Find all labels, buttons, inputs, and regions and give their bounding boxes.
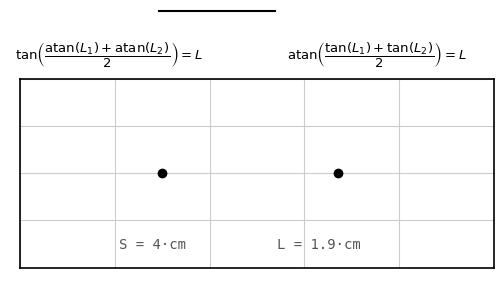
Text: L = 1.9·cm: L = 1.9·cm (277, 238, 360, 252)
Text: $\mathregular{tan}\left(\dfrac{\mathregular{atan}(L_1) + \mathregular{atan}(L_2): $\mathregular{tan}\left(\dfrac{\mathregu… (15, 41, 203, 70)
Text: S = 4·cm: S = 4·cm (119, 238, 186, 252)
Text: $\mathregular{atan}\left(\dfrac{\mathregular{tan}(L_1) + \mathregular{tan}(L_2)}: $\mathregular{atan}\left(\dfrac{\mathreg… (287, 41, 467, 70)
